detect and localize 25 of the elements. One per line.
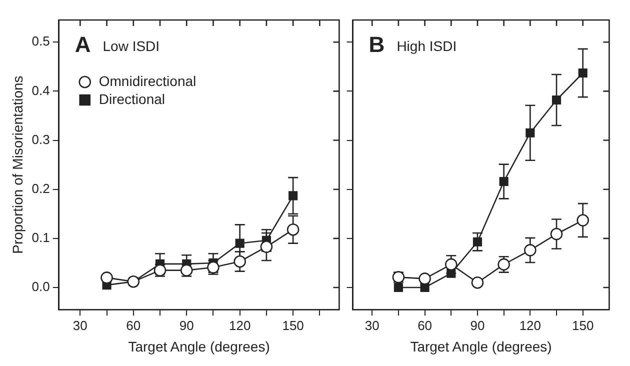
x-tick-label: 30 xyxy=(364,318,380,333)
y-tick-label: 0.1 xyxy=(32,230,50,246)
legend-label: Directional xyxy=(98,90,166,107)
x-tick-label: 60 xyxy=(418,318,432,333)
text: Low ISDI xyxy=(102,38,160,54)
x-tick-label: 30 xyxy=(72,318,88,333)
x-axis-title: Target Angle (degrees) xyxy=(128,338,270,354)
x-tick-label: 90 xyxy=(179,318,194,333)
y-tick-label: 0.4 xyxy=(32,82,50,98)
x-tick-label: 60 xyxy=(126,318,141,333)
y-tick-label: 0.0 xyxy=(32,279,50,294)
y-tick-label: 0.5 xyxy=(32,34,50,49)
x-tick-label: 150 xyxy=(282,318,304,333)
x-tick-label: 120 xyxy=(519,318,542,333)
legend-label: Omnidirectional xyxy=(98,72,196,89)
x-tick-label: 90 xyxy=(470,318,485,333)
x-axis-title: Target Angle (degrees) xyxy=(410,338,552,354)
text: High ISDI xyxy=(396,38,457,54)
text: B xyxy=(368,32,385,58)
text: A xyxy=(74,32,91,58)
x-tick-label: 150 xyxy=(572,318,594,333)
y-tick-label: 0.3 xyxy=(32,132,50,147)
x-tick-label: 120 xyxy=(228,318,251,333)
y-axis-title: Proportion of Misorientations xyxy=(9,76,26,254)
y-tick-label: 0.2 xyxy=(32,180,50,196)
